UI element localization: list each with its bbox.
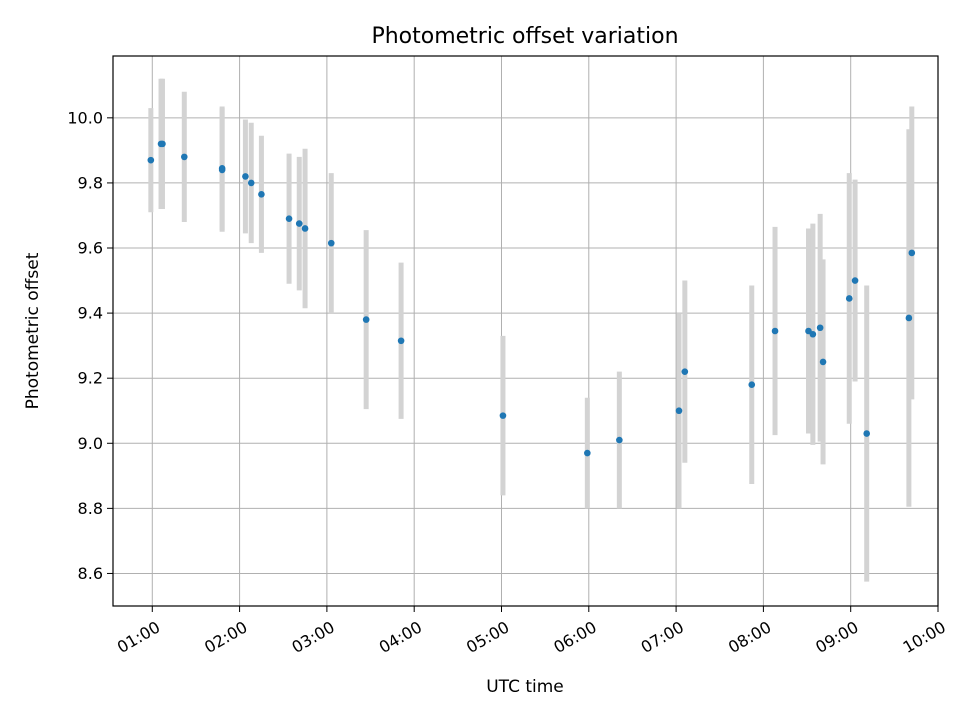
data-point <box>675 407 683 415</box>
y-axis-ticks: 8.6 8.8 9.0 9.2 9.4 9.6 9.8 10.0 <box>67 108 113 583</box>
data-point <box>242 173 249 180</box>
chart-title: Photometric offset variation <box>371 24 678 49</box>
plot-frame <box>112 55 939 607</box>
data-point <box>247 179 255 187</box>
data-point <box>908 249 916 257</box>
data-points <box>147 140 916 457</box>
y-tick-label: 9.6 <box>78 239 103 258</box>
y-tick-label: 8.8 <box>78 499 103 518</box>
data-point <box>301 225 309 232</box>
data-point <box>147 156 155 164</box>
data-point <box>851 277 859 284</box>
data-point <box>362 316 370 323</box>
y-tick-label: 9.8 <box>78 173 103 192</box>
data-point <box>159 140 166 148</box>
data-point <box>616 436 623 444</box>
y-tick-label: 9.0 <box>78 434 103 453</box>
y-tick-label: 9.2 <box>78 369 103 388</box>
y-tick-label: 10.0 <box>67 108 103 127</box>
data-point <box>295 220 303 227</box>
y-tick-label: 9.4 <box>78 304 103 323</box>
data-point <box>681 368 689 375</box>
grid <box>113 56 939 606</box>
data-point <box>258 191 265 198</box>
data-point <box>499 412 507 419</box>
data-point <box>180 153 188 161</box>
data-point <box>584 449 591 457</box>
data-point <box>771 327 779 335</box>
data-point <box>819 358 827 366</box>
data-point <box>397 337 405 345</box>
data-point <box>218 166 226 174</box>
data-point <box>905 314 913 322</box>
y-axis-label: Photometric offset <box>23 252 43 409</box>
data-point <box>845 295 853 302</box>
y-tick-label: 8.6 <box>78 564 103 583</box>
data-point <box>863 430 871 437</box>
data-point <box>748 381 756 388</box>
data-point <box>809 330 817 338</box>
data-point <box>816 324 824 332</box>
x-axis-label: UTC time <box>486 677 564 697</box>
data-point <box>327 239 335 247</box>
data-point <box>285 215 293 223</box>
